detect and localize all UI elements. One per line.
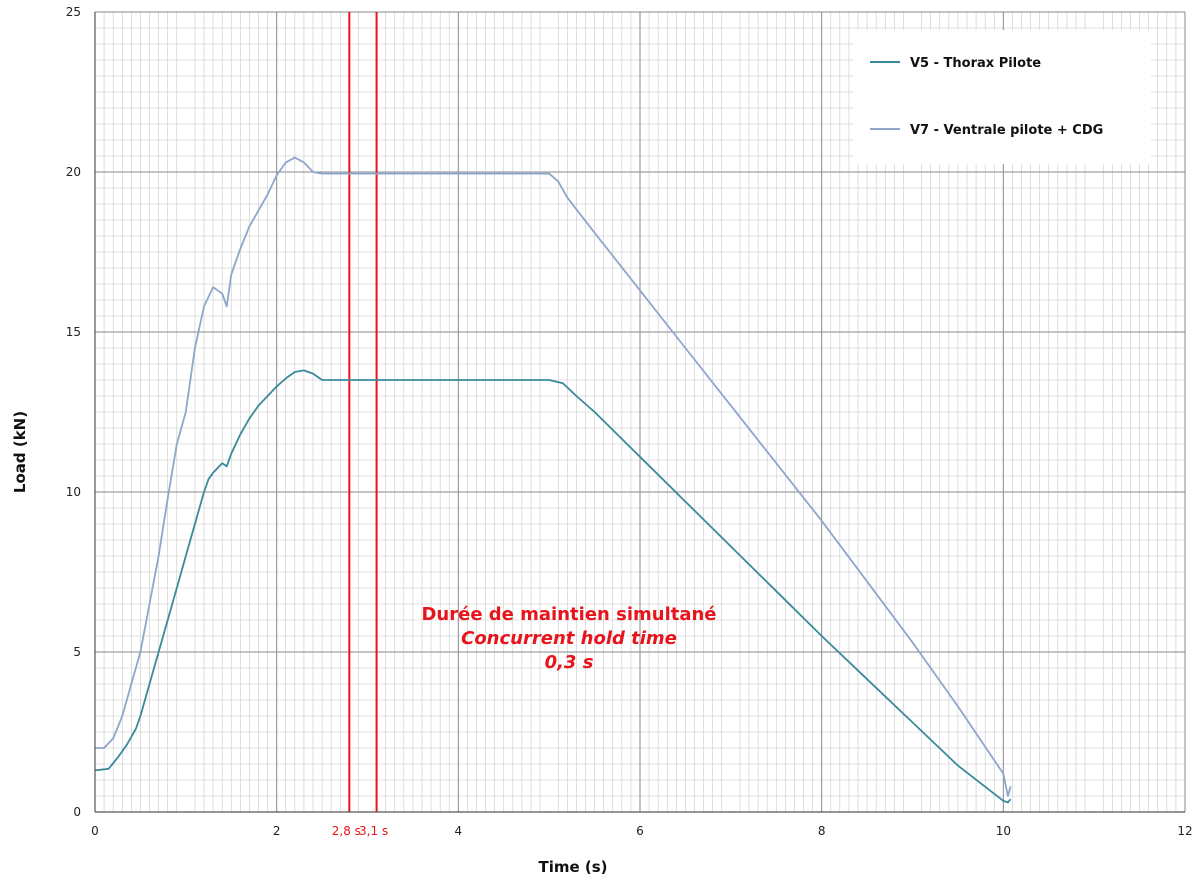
legend: V5 - Thorax Pilote V7 - Ventrale pilote … bbox=[853, 30, 1151, 164]
series-line-0 bbox=[94, 369, 1012, 804]
marker-line-label: 3,1 s bbox=[359, 824, 388, 838]
y-tick-label: 5 bbox=[73, 645, 81, 659]
series-line-1 bbox=[95, 156, 1012, 797]
x-tick-label: 8 bbox=[818, 824, 826, 838]
legend-label-v7: V7 - Ventrale pilote + CDG bbox=[910, 123, 1103, 138]
axes bbox=[94, 12, 1185, 813]
marker-lines: 2,8 s3,1 s bbox=[332, 12, 388, 838]
x-tick-label: 0 bbox=[91, 824, 99, 838]
y-tick-label: 0 bbox=[73, 805, 81, 819]
tick-labels: 0 2 4 6 8 10 12 0 5 10 15 20 25 bbox=[66, 5, 1193, 838]
x-tick-label: 10 bbox=[996, 824, 1011, 838]
x-tick-label: 2 bbox=[273, 824, 281, 838]
legend-box bbox=[853, 30, 1151, 164]
x-tick-label: 12 bbox=[1177, 824, 1192, 838]
series-layer bbox=[94, 156, 1012, 804]
x-axis-title: Time (s) bbox=[538, 858, 607, 876]
y-tick-label: 20 bbox=[66, 165, 81, 179]
annotation-line-3: 0,3 s bbox=[545, 652, 594, 673]
legend-label-v5: V5 - Thorax Pilote bbox=[910, 56, 1041, 71]
annotation-line-1: Durée de maintien simultané bbox=[421, 604, 716, 625]
x-tick-label: 4 bbox=[455, 824, 463, 838]
y-tick-label: 25 bbox=[66, 5, 81, 19]
y-axis-title: Load (kN) bbox=[11, 411, 29, 493]
y-tick-label: 15 bbox=[66, 325, 81, 339]
annotation: Durée de maintien simultané Concurrent h… bbox=[421, 604, 716, 673]
marker-line-label: 2,8 s bbox=[332, 824, 361, 838]
y-tick-label: 10 bbox=[66, 485, 81, 499]
x-tick-label: 6 bbox=[636, 824, 644, 838]
annotation-line-2: Concurrent hold time bbox=[461, 628, 677, 649]
